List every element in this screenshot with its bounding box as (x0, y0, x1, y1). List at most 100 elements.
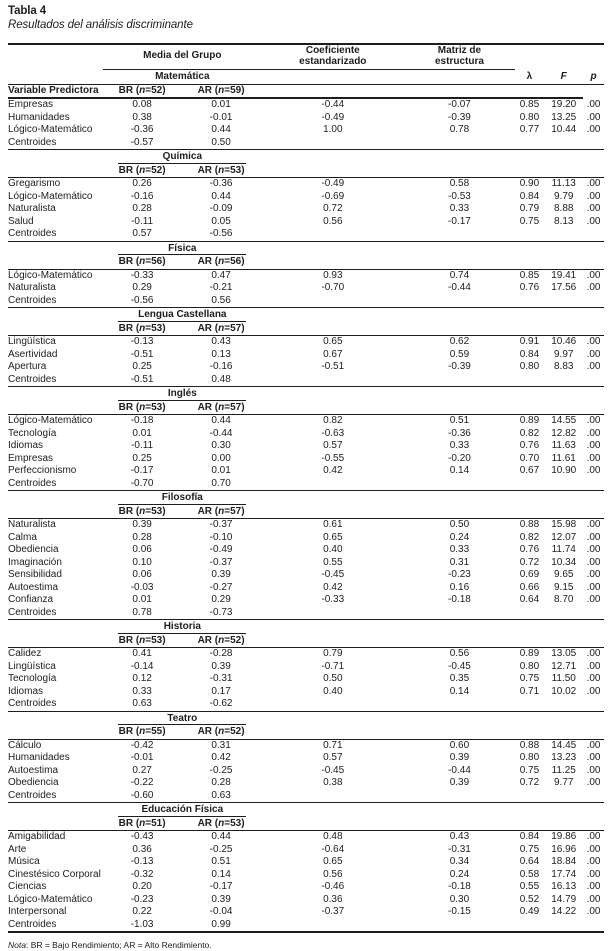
value-cell: 11.74 (551, 544, 576, 555)
section-subject: Teatro (118, 713, 247, 725)
centroids-label: Centroides (8, 698, 57, 709)
value-cell: 0.56 (323, 868, 343, 880)
variable-name: Imaginación (8, 556, 62, 568)
br-group-label: BR (n=53) (103, 505, 181, 519)
value-cell: 0.48 (211, 373, 231, 385)
variable-name: Lógico-Matemático (8, 190, 93, 202)
cell-empty (261, 295, 404, 308)
value-cell: .00 (586, 581, 601, 593)
table-row: Ciencias 0.20 -0.17 -0.46 -0.18 0.55 16.13 .00 (8, 881, 604, 894)
table-row: Naturalista 0.39 -0.37 0.61 0.50 0.88 15.98 .00 (8, 519, 604, 532)
value-cell: .00 (586, 752, 601, 763)
value-cell: 0.39 (211, 569, 231, 580)
value-cell: 0.27 (132, 764, 152, 776)
value-cell: 0.58 (519, 868, 540, 880)
br-group-label: BR (n=56) (103, 256, 181, 270)
value-cell: 0.47 (211, 269, 231, 281)
variable-name: Lógico-Matemático (8, 124, 93, 135)
cell-empty (261, 607, 404, 620)
cell-empty (404, 698, 514, 711)
variable-name: Empresas (8, 452, 54, 464)
value-cell: -0.18 (448, 594, 471, 605)
value-cell: .00 (586, 777, 601, 788)
centroids-row: Centroides -0.51 0.48 (8, 374, 604, 387)
table-row: Lingüística -0.14 0.39 -0.71 -0.45 0.80 12.71.… (8, 661, 604, 674)
value-cell: -0.37 (209, 519, 233, 530)
variable-name: Música (8, 856, 40, 867)
cell-empty (583, 919, 604, 933)
value-cell: 0.58 (449, 178, 470, 189)
value-cell: -0.13 (130, 856, 154, 867)
section-subject: Matemática (103, 69, 262, 85)
group-label-row: BR (n=53) AR (n=57) (8, 401, 604, 415)
value-cell: .00 (586, 348, 601, 360)
cell-empty (514, 256, 545, 270)
value-cell: 0.25 (132, 452, 152, 464)
discriminant-analysis-table: Media del Grupo Coeficiente estandarizad… (8, 43, 604, 933)
value-cell: 0.76 (519, 440, 540, 451)
variable-name: Naturalista (8, 519, 56, 530)
variable-name: Sensibilidad (8, 569, 62, 580)
variable-name: Obediencia (8, 544, 59, 555)
table-row: Lingüística -0.13 0.43 0.65 0.62 0.91 10.46 .00 (8, 336, 604, 349)
value-cell: 0.82 (519, 427, 540, 439)
cell-empty (404, 710, 515, 726)
centroids-row: Centroides -0.57 0.50 (8, 137, 604, 150)
value-cell: 0.38 (323, 777, 343, 788)
section-title-row: Química (8, 149, 604, 165)
cell-empty (261, 84, 405, 99)
cell-empty (8, 386, 104, 402)
variable-name: Lingüística (8, 660, 56, 672)
value-cell: 0.17 (211, 685, 231, 697)
header-line: Matriz de (437, 45, 482, 56)
value-cell: -0.09 (209, 203, 233, 214)
value-cell: 0.31 (211, 739, 231, 751)
value-cell: 0.71 (323, 739, 343, 751)
ar-group-label: AR (n=56) (180, 256, 262, 270)
value-cell: 0.65 (323, 856, 343, 867)
cell-empty (404, 401, 515, 415)
cell-empty (544, 386, 584, 402)
cell-empty (544, 307, 584, 323)
value-cell: 19.41 (551, 269, 577, 281)
value-cell: -0.18 (130, 415, 154, 426)
value-cell: 0.60 (449, 739, 470, 751)
value-cell: 10.44 (551, 124, 577, 135)
value-cell: 0.14 (449, 685, 470, 697)
section-subject: Física (118, 243, 247, 255)
cell-empty (8, 619, 104, 635)
centroids-row: Centroides 0.78 -0.73 (8, 607, 604, 620)
table-row: Tecnología 0.01 -0.44 -0.63 -0.36 0.82 12.82 .0… (8, 428, 604, 441)
cell-empty (544, 919, 583, 933)
value-cell: -0.13 (130, 336, 154, 347)
value-cell: 0.00 (211, 452, 231, 464)
value-cell: 10.02 (551, 685, 577, 697)
table-header: Media del Grupo Coeficiente estandarizad… (8, 44, 604, 99)
value-cell: -0.39 (448, 111, 471, 123)
value-cell: 0.16 (449, 581, 470, 593)
value-cell: 0.24 (449, 531, 470, 543)
value-cell: 0.89 (519, 648, 540, 659)
br-group-label: BR (n=55) (103, 726, 181, 740)
cell-empty (8, 307, 104, 323)
value-cell: 0.01 (132, 427, 152, 439)
value-cell: .00 (586, 868, 601, 880)
value-cell: .00 (586, 544, 601, 555)
value-cell: 0.65 (323, 336, 343, 347)
value-cell: 14.55 (551, 415, 577, 426)
section-subject: Filosofía (118, 492, 247, 505)
cell-empty (514, 149, 545, 165)
variable-name: Arte (8, 843, 27, 855)
cell-empty (583, 401, 604, 415)
value-cell: -0.43 (130, 831, 154, 842)
cell-empty (583, 726, 604, 740)
value-cell: 9.97 (553, 348, 574, 360)
value-cell: 0.44 (211, 831, 231, 842)
cell-empty (404, 386, 515, 402)
value-cell: 0.84 (519, 831, 540, 842)
value-cell: 12.82 (551, 427, 577, 439)
value-cell: 0.61 (323, 519, 343, 530)
value-cell: 0.57 (323, 752, 343, 763)
value-cell: .00 (586, 893, 601, 905)
value-cell: 11.13 (551, 178, 576, 189)
